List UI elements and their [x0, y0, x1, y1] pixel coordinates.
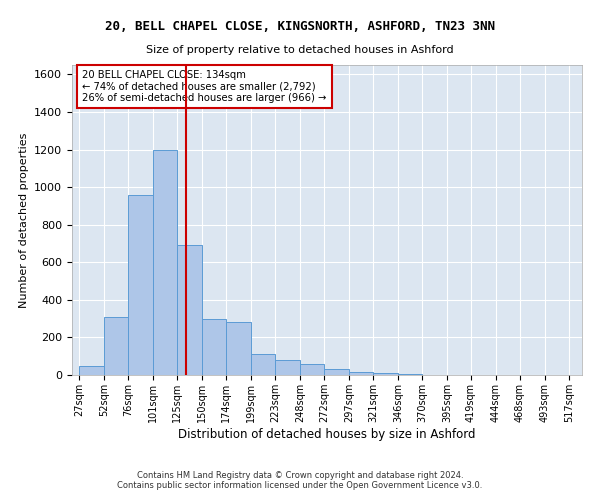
Bar [324, 370, 349, 375]
Bar [398, 374, 422, 375]
Bar [251, 354, 275, 375]
X-axis label: Distribution of detached houses by size in Ashford: Distribution of detached houses by size … [178, 428, 476, 440]
Bar [202, 318, 226, 375]
Text: 20 BELL CHAPEL CLOSE: 134sqm
← 74% of detached houses are smaller (2,792)
26% of: 20 BELL CHAPEL CLOSE: 134sqm ← 74% of de… [82, 70, 326, 103]
Bar [300, 364, 324, 375]
Bar [128, 194, 153, 375]
Bar [153, 150, 177, 375]
Text: 20, BELL CHAPEL CLOSE, KINGSNORTH, ASHFORD, TN23 3NN: 20, BELL CHAPEL CLOSE, KINGSNORTH, ASHFO… [105, 20, 495, 33]
Text: Size of property relative to detached houses in Ashford: Size of property relative to detached ho… [146, 45, 454, 55]
Bar [177, 246, 202, 375]
Bar [79, 366, 104, 375]
Bar [373, 374, 398, 375]
Bar [349, 372, 373, 375]
Y-axis label: Number of detached properties: Number of detached properties [19, 132, 29, 308]
Bar [104, 317, 128, 375]
Bar [226, 322, 251, 375]
Text: Contains HM Land Registry data © Crown copyright and database right 2024.
Contai: Contains HM Land Registry data © Crown c… [118, 470, 482, 490]
Bar [275, 360, 300, 375]
